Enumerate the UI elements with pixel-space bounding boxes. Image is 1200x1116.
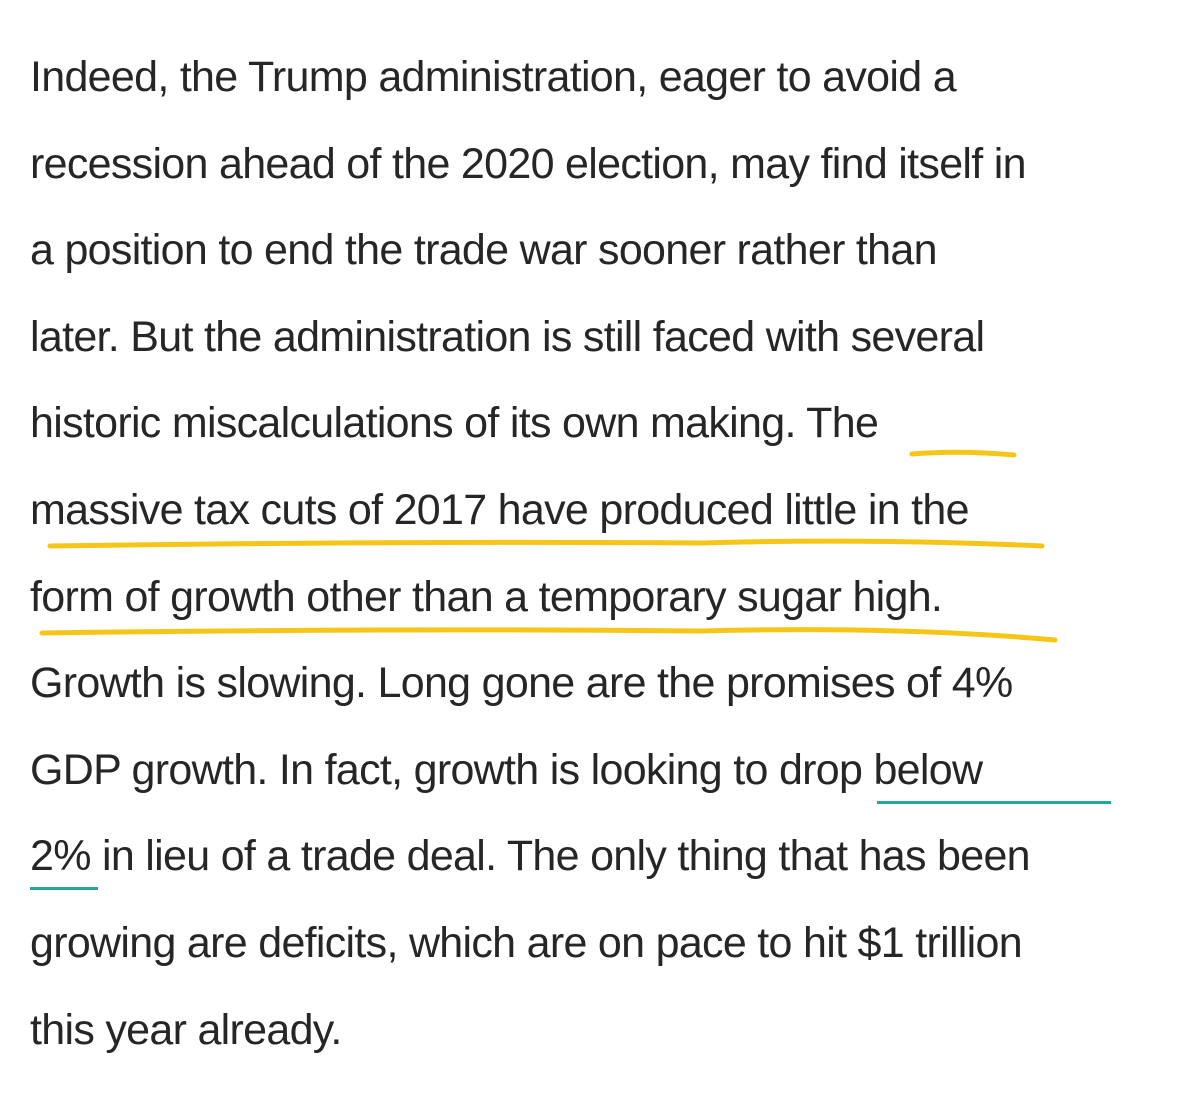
line-text: in lieu of a trade deal. The only thing … (90, 832, 1031, 881)
paragraph-line: this year already. (30, 1005, 342, 1054)
paragraph-line: form of growth other than a temporary su… (30, 572, 943, 621)
paragraph-line: massive tax cuts of 2017 have produced l… (30, 485, 970, 534)
line-text: GDP growth. In fact, growth is looking t… (30, 745, 779, 794)
paragraph-line: 2% in lieu of a trade deal. The only thi… (30, 813, 1190, 900)
paragraph-line: GDP growth. In fact, growth is looking t… (30, 727, 1190, 814)
gdp-growth-link-continued[interactable]: 2% (30, 832, 91, 881)
paragraph-line: later. But the administration is still f… (30, 312, 985, 361)
paragraph-line: recession ahead of the 2020 election, ma… (30, 139, 1027, 188)
article-paragraph: Indeed, the Trump administration, eager … (30, 34, 1190, 1073)
paragraph-line: Growth is slowing. Long gone are the pro… (30, 659, 1013, 708)
paragraph-line: historic miscalculations of its own maki… (30, 399, 879, 448)
link-underline (877, 800, 1111, 804)
paragraph-line: Indeed, the Trump administration, eager … (30, 53, 957, 101)
paragraph-line: growing are deficits, which are on pace … (30, 918, 1023, 967)
link-underline (30, 887, 98, 891)
paragraph-line: a position to end the trade war sooner r… (30, 226, 938, 275)
gdp-growth-link[interactable]: drop below (778, 745, 983, 794)
